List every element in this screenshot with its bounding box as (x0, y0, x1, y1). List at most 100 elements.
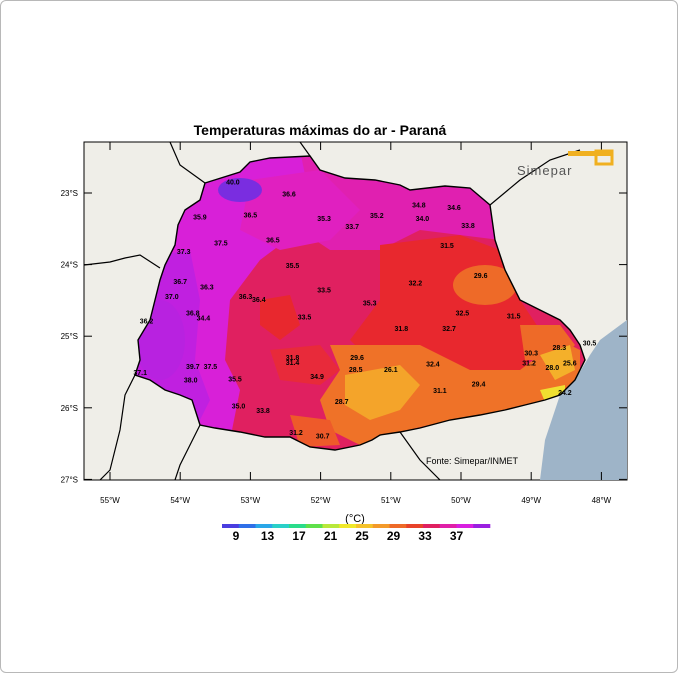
station-value: 34.9 (310, 374, 324, 381)
colorbar-swatch (289, 524, 307, 528)
colorbar: 9 13 17 21 25 29 33 37 (222, 524, 491, 543)
station-value: 35.9 (193, 215, 207, 222)
colorbar-swatch (473, 524, 491, 528)
lon-tick-label: 50°W (451, 496, 471, 505)
colorbar-label: 13 (261, 529, 275, 543)
station-value: 33.5 (298, 315, 312, 322)
station-value: 37.3 (177, 249, 191, 256)
border-line (169, 142, 206, 184)
station-value: 35.2 (370, 213, 384, 220)
station-value: 36.4 (252, 297, 266, 304)
station-labels: 40.0 36.6 35.9 36.5 35.3 35.2 34.8 34.6 34.0 33.7… (133, 179, 596, 440)
source-label: Fonte: Simepar/INMET (426, 456, 519, 466)
station-value: 29.6 (474, 273, 488, 280)
border-line (489, 149, 581, 206)
station-value: 31.5 (507, 313, 521, 320)
station-value: 35.5 (286, 263, 300, 270)
station-value: 34.6 (447, 205, 461, 212)
axes: 23°S 24°S 25°S 26°S 27°S 55°W 54°W 53°W 52°W 51°W… (61, 142, 627, 505)
station-value: 33.7 (345, 224, 359, 231)
station-value: 33.5 (317, 288, 331, 295)
station-value: 36.5 (244, 212, 258, 219)
colorbar-label: 25 (355, 529, 369, 543)
station-value: 36.5 (266, 237, 280, 244)
colorbar-swatch (356, 524, 374, 528)
lon-tick-label: 52°W (311, 496, 331, 505)
state-outline (134, 155, 586, 451)
station-value: 28.0 (545, 365, 559, 372)
station-value: 40.0 (226, 179, 240, 186)
colorbar-label: 37 (450, 529, 464, 543)
colorbar-swatch (322, 524, 340, 528)
lon-tick-label: 53°W (241, 496, 261, 505)
station-value: 35.3 (363, 300, 377, 307)
lon-tick-label: 49°W (521, 496, 541, 505)
station-value: 35.5 (228, 376, 242, 383)
station-value: 34.8 (412, 202, 426, 209)
colorbar-swatch (272, 524, 290, 528)
lon-tick-label: 48°W (592, 496, 612, 505)
border-line (174, 424, 201, 480)
border-line (399, 431, 441, 480)
station-value: 36.8 (186, 310, 200, 317)
simepar-logo: Simepar (517, 149, 614, 178)
lat-tick-label: 24°S (61, 261, 78, 270)
colorbar-label: 17 (292, 529, 306, 543)
station-value: 36.6 (282, 192, 296, 199)
station-value: 37.1 (133, 370, 147, 377)
colorbar-label: 33 (418, 529, 432, 543)
station-value: 32.2 (409, 280, 423, 287)
colorbar-label: 29 (387, 529, 401, 543)
logo-mark (594, 149, 614, 166)
colorbar-swatch (339, 524, 357, 528)
colorbar-swatch (222, 524, 240, 528)
station-value: 38.0 (184, 378, 198, 385)
logo-mark (568, 151, 612, 156)
logo-text: Simepar (517, 163, 572, 178)
border-line (84, 254, 161, 269)
colorbar-label: 9 (233, 529, 240, 543)
station-value: 32.4 (426, 361, 440, 368)
lat-tick-label: 26°S (61, 404, 78, 413)
station-value: 31.8 (394, 326, 408, 333)
colorbar-swatch (255, 524, 273, 528)
colorbar-swatch (439, 524, 457, 528)
station-value: 34.4 (197, 315, 211, 322)
station-value: 26.1 (384, 367, 398, 374)
station-value: 35.0 (232, 404, 246, 411)
station-value: 25.6 (563, 361, 577, 368)
lat-tick-label: 25°S (61, 332, 78, 341)
station-value: 31.2 (522, 361, 536, 368)
colorbar-unit: (°C) (345, 513, 365, 525)
station-value: 28.7 (335, 399, 349, 406)
station-value: 33.8 (256, 408, 270, 415)
station-value: 30.5 (583, 341, 597, 348)
colorbar-swatch (406, 524, 424, 528)
colorbar-swatch (456, 524, 474, 528)
station-value: 31.2 (289, 430, 303, 437)
colorbar-swatch (372, 524, 390, 528)
colorbar-swatch (423, 524, 441, 528)
station-value: 30.3 (524, 351, 538, 358)
station-value: 29.4 (472, 381, 486, 388)
lon-tick-label: 51°W (381, 496, 401, 505)
station-value: 37.5 (214, 240, 228, 247)
station-value: 29.6 (350, 355, 364, 362)
station-value: 31.1 (433, 388, 447, 395)
station-value: 28.5 (349, 367, 363, 374)
station-value: 33.8 (461, 223, 475, 230)
station-value: 36.7 (173, 279, 187, 286)
station-value: 31.4 (286, 360, 300, 367)
map-title: Temperaturas máximas do ar - Paraná (193, 122, 447, 138)
lon-tick-label: 55°W (100, 496, 120, 505)
lat-tick-label: 23°S (61, 189, 78, 198)
colorbar-swatch (389, 524, 407, 528)
lat-tick-label: 27°S (61, 475, 78, 484)
station-value: 28.3 (552, 345, 566, 352)
colorbar-label: 21 (324, 529, 338, 543)
colorbar-swatch (238, 524, 256, 528)
station-value: 37.5 (204, 364, 218, 371)
station-value: 34.0 (416, 216, 430, 223)
station-value: 32.7 (442, 326, 456, 333)
